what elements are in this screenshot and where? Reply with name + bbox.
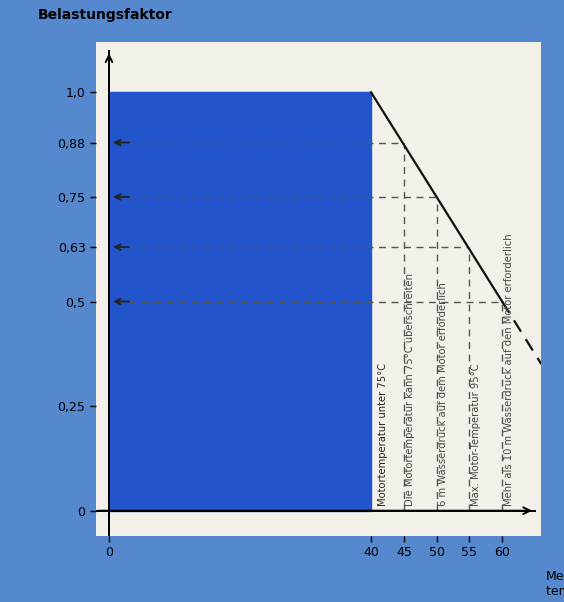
Text: Mehr als 10 m Wasserdruck auf den Motor erforderlich: Mehr als 10 m Wasserdruck auf den Motor … xyxy=(504,234,514,506)
Text: 6 m Wasserdruck auf dem Motor erforderlich: 6 m Wasserdruck auf dem Motor erforderli… xyxy=(438,282,448,506)
Polygon shape xyxy=(109,92,371,510)
Text: Max. Motor-Temperatur 95°C: Max. Motor-Temperatur 95°C xyxy=(471,364,481,506)
Text: Motortemperatur unter 75°C: Motortemperatur unter 75°C xyxy=(378,364,388,506)
Text: Die Motortemperatur kann 75°C überschreiten: Die Motortemperatur kann 75°C überschrei… xyxy=(406,273,416,506)
Text: Medien-
temperatur (°C): Medien- temperatur (°C) xyxy=(546,570,564,598)
Text: Belastungsfaktor: Belastungsfaktor xyxy=(38,8,173,22)
